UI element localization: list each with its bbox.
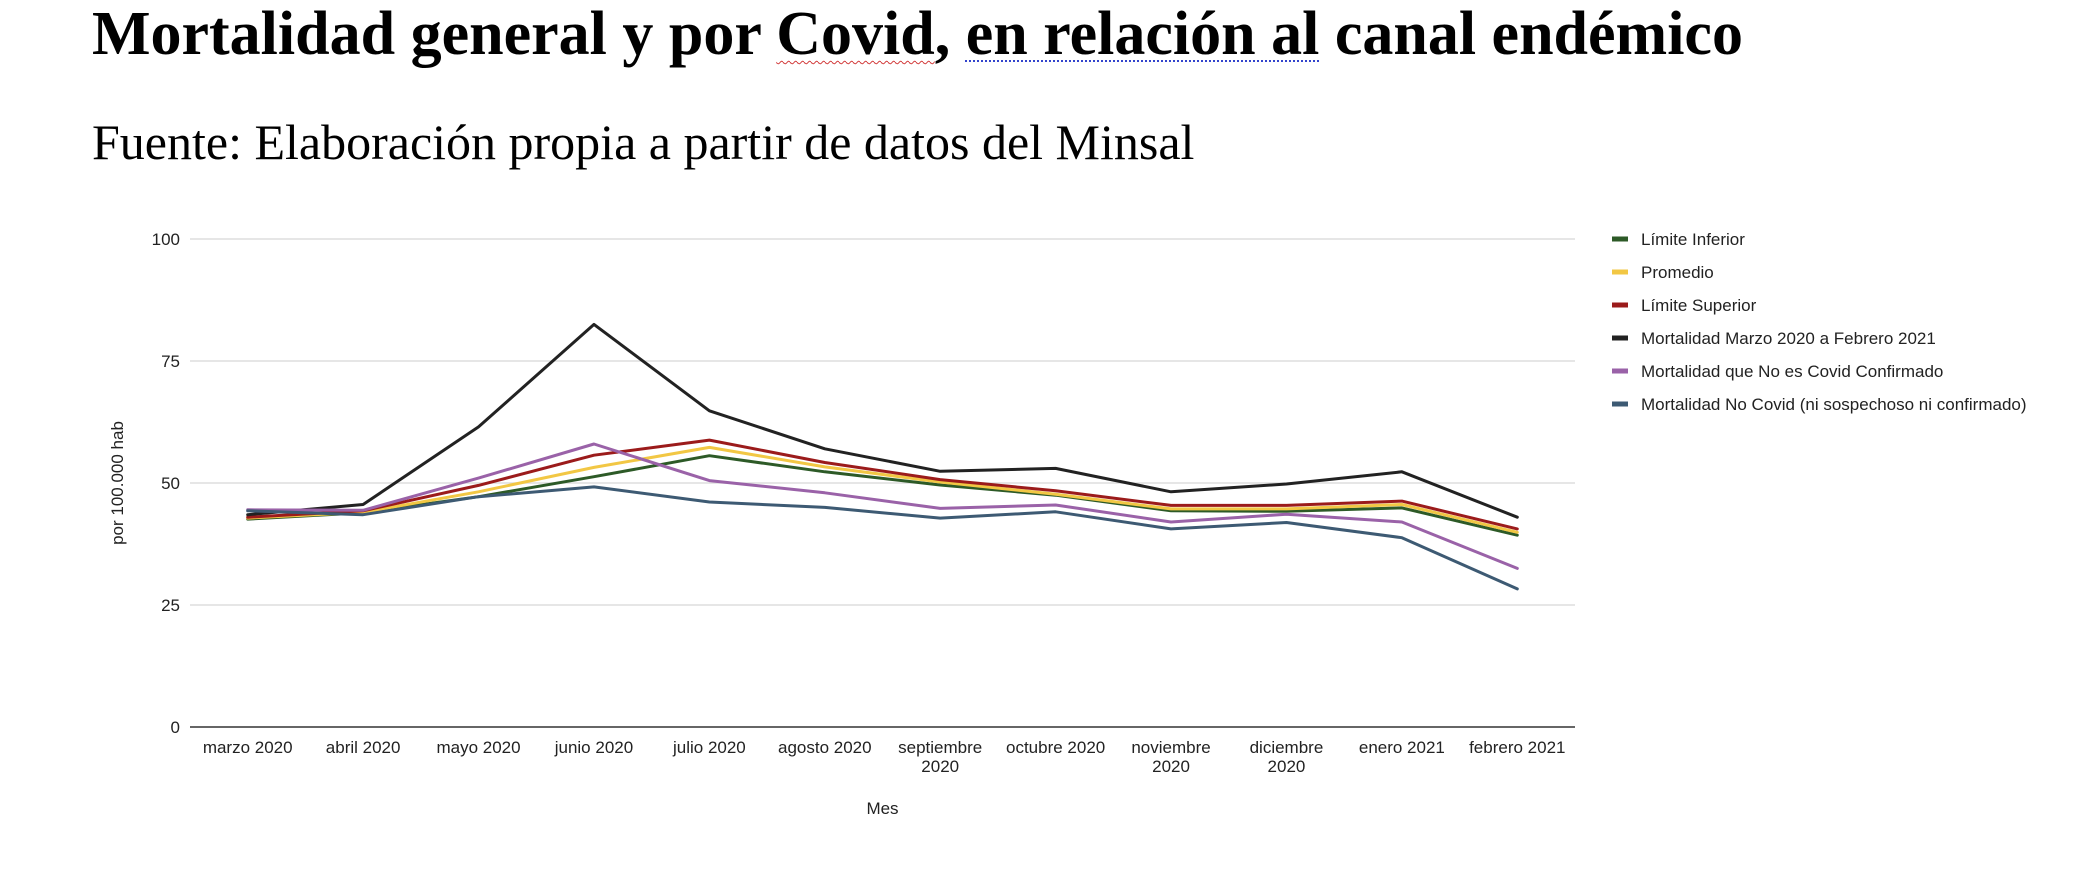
series-lines bbox=[246, 322, 1519, 591]
x-tick-label: enero 2021 bbox=[1359, 738, 1445, 757]
series-line-2 bbox=[246, 445, 1519, 534]
title-part-relation: en relación al bbox=[965, 0, 1320, 68]
title-part-covid: Covid bbox=[776, 0, 935, 68]
legend-label-4: Mortalidad Marzo 2020 a Febrero 2021 bbox=[1641, 329, 1936, 348]
x-tick-label: febrero 2021 bbox=[1469, 738, 1565, 757]
x-tick-label-line: julio 2020 bbox=[672, 738, 746, 757]
legend-label-3: Límite Superior bbox=[1641, 296, 1757, 315]
legend-label-5: Mortalidad que No es Covid Confirmado bbox=[1641, 362, 1943, 381]
x-tick-label-line: noviembre bbox=[1131, 738, 1210, 757]
x-tick-label-line: marzo 2020 bbox=[203, 738, 293, 757]
x-tick-label-line: octubre 2020 bbox=[1006, 738, 1105, 757]
series-line-3 bbox=[246, 438, 1519, 531]
x-tick-label-line: 2020 bbox=[921, 757, 959, 776]
legend-label-1: Límite Inferior bbox=[1641, 230, 1745, 249]
legend: Límite Inferior Promedio Límite Superior Mo… bbox=[1612, 230, 2027, 414]
y-tick-label-0: 0 bbox=[171, 718, 180, 737]
series-line-5 bbox=[246, 442, 1519, 570]
x-tick-label-line: diciembre bbox=[1250, 738, 1324, 757]
series-line-4 bbox=[246, 322, 1519, 519]
x-tick-label: mayo 2020 bbox=[436, 738, 520, 757]
legend-label-2: Promedio bbox=[1641, 263, 1714, 282]
x-tick-label-line: 2020 bbox=[1268, 757, 1306, 776]
x-tick-label: junio 2020 bbox=[554, 738, 633, 757]
y-axis-title: por 100.000 hab bbox=[108, 421, 127, 545]
x-tick-label-line: mayo 2020 bbox=[436, 738, 520, 757]
y-tick-label-75: 75 bbox=[161, 352, 180, 371]
y-tick-label-50: 50 bbox=[161, 474, 180, 493]
x-tick-label: diciembre 2020 bbox=[1250, 738, 1324, 776]
legend-label-6: Mortalidad No Covid (ni sospechoso ni co… bbox=[1641, 395, 2027, 414]
x-tick-label-line: 2020 bbox=[1152, 757, 1190, 776]
title-part-end: canal endémico bbox=[1319, 0, 1743, 68]
x-tick-label: agosto 2020 bbox=[778, 738, 872, 757]
x-tick-label-line: febrero 2021 bbox=[1469, 738, 1565, 757]
x-tick-label-line: junio 2020 bbox=[554, 738, 633, 757]
x-tick-label: julio 2020 bbox=[672, 738, 746, 757]
x-tick-label: noviembre 2020 bbox=[1131, 738, 1210, 776]
x-tick-label-line: enero 2021 bbox=[1359, 738, 1445, 757]
x-tick-label: marzo 2020 bbox=[203, 738, 293, 757]
y-tick-label-25: 25 bbox=[161, 596, 180, 615]
source-subtitle: Fuente: Elaboración propia a partir de d… bbox=[92, 114, 1195, 170]
x-tick-label: abril 2020 bbox=[326, 738, 401, 757]
x-tick-label-line: septiembre bbox=[898, 738, 982, 757]
series-line-6 bbox=[246, 485, 1519, 591]
title-part-1: Mortalidad general y por bbox=[92, 0, 777, 68]
x-tick-label-line: abril 2020 bbox=[326, 738, 401, 757]
x-tick-label: septiembre 2020 bbox=[898, 738, 982, 776]
gridlines bbox=[190, 238, 1575, 606]
axes: 0 25 50 75 100 marzo 2020 abril 2020 mayo 2020 j… bbox=[108, 230, 1575, 818]
x-tick-label-line: agosto 2020 bbox=[778, 738, 872, 757]
title-part-comma: , bbox=[934, 0, 966, 68]
x-tick-label: octubre 2020 bbox=[1006, 738, 1105, 757]
y-tick-label-100: 100 bbox=[152, 230, 180, 249]
x-axis-title: Mes bbox=[866, 799, 898, 818]
page-title: Mortalidad general y por Covid, en relac… bbox=[92, 0, 1743, 70]
